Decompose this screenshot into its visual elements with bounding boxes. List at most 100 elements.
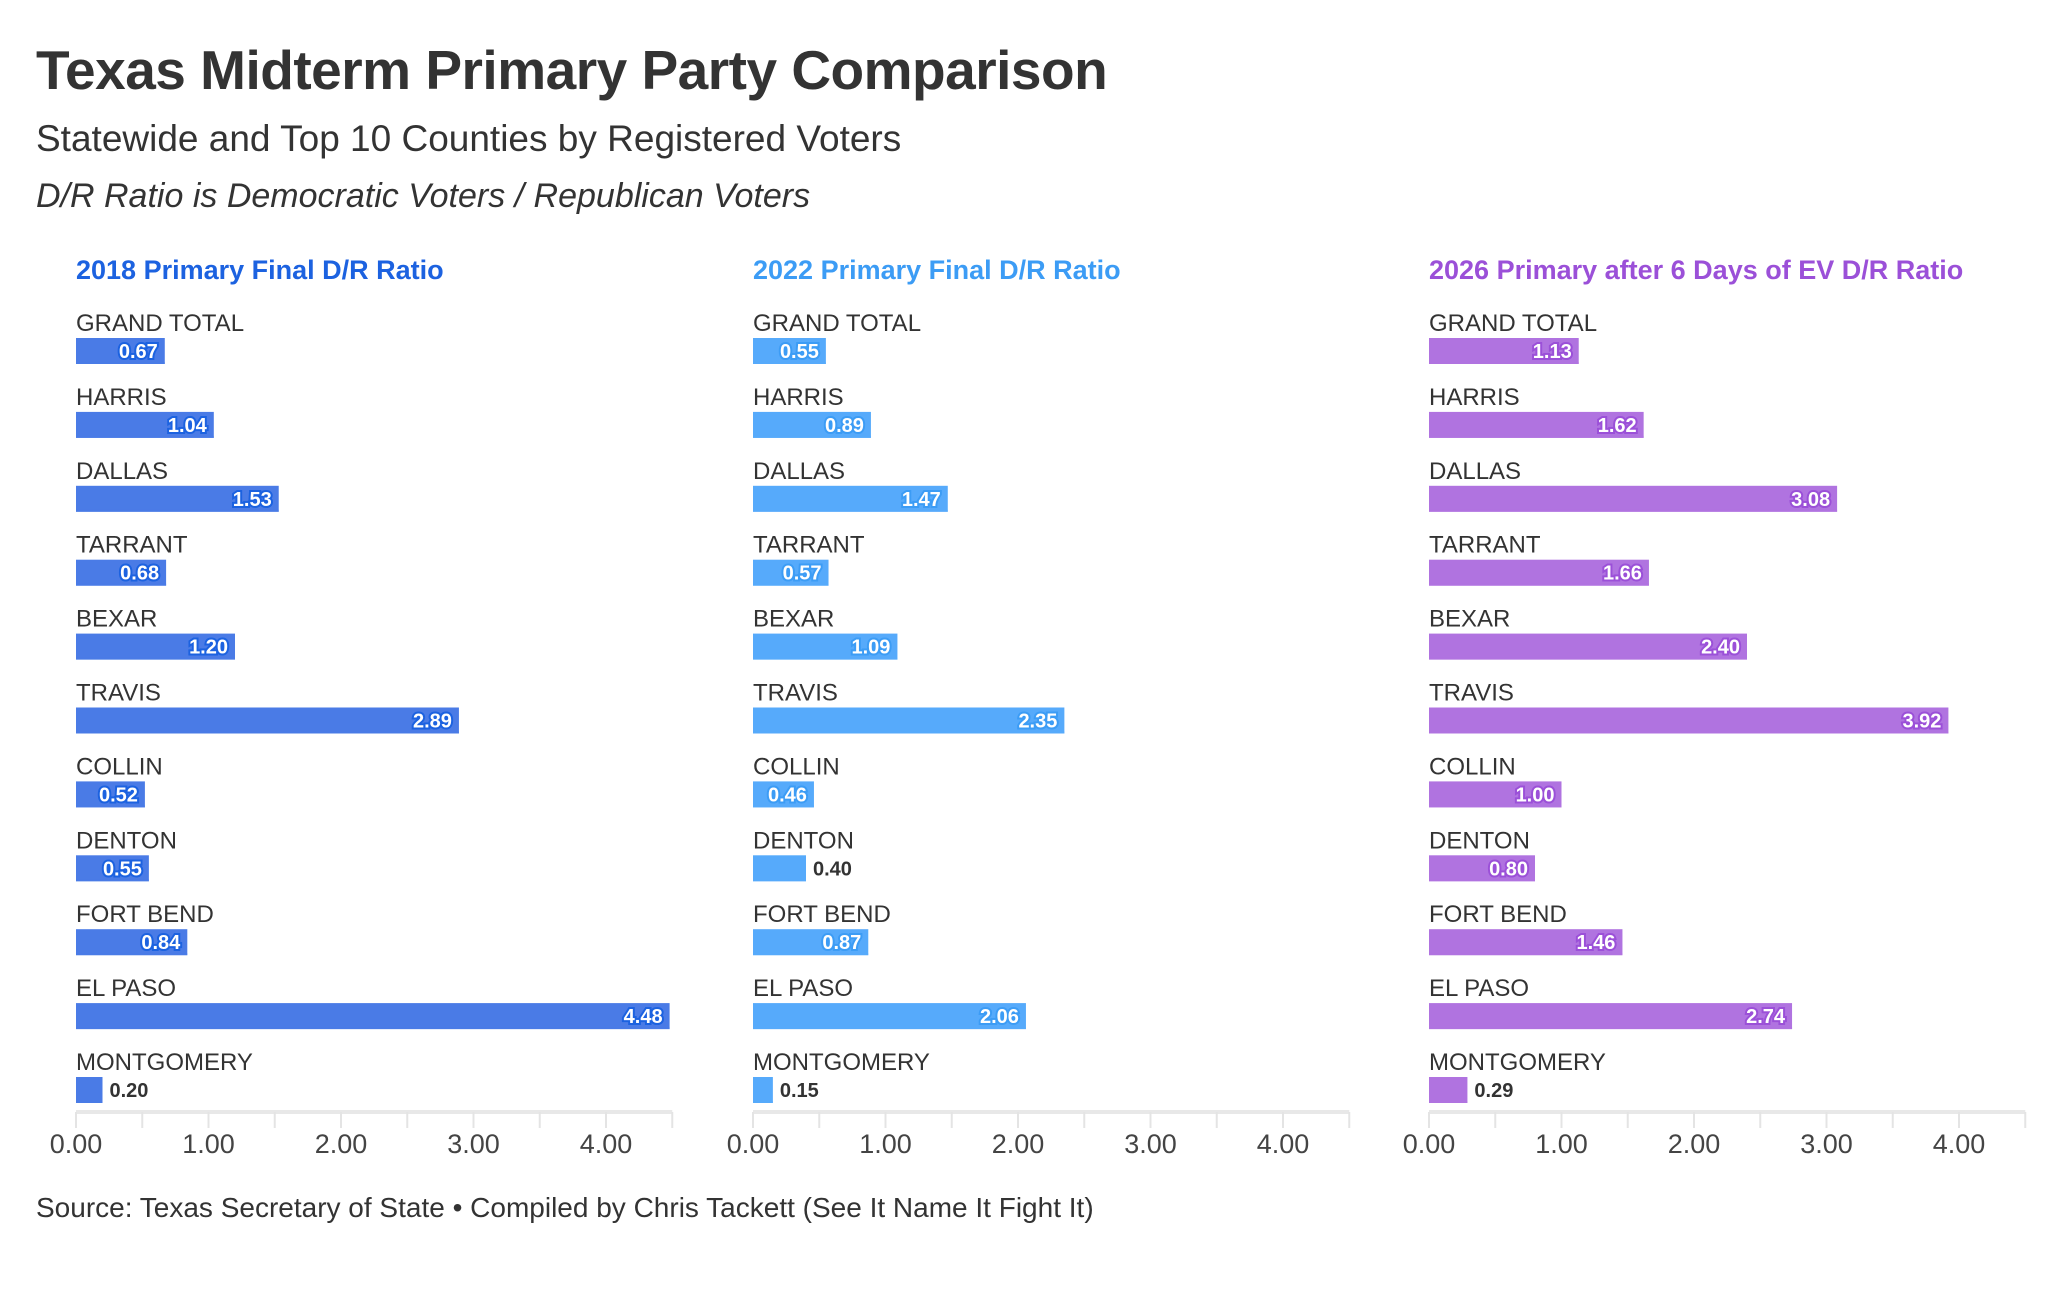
bar-baseline xyxy=(1429,879,1535,882)
x-tick-label: 4.00 xyxy=(580,1129,633,1159)
bar-baseline xyxy=(76,805,145,808)
source-note: Source: Texas Secretary of State • Compi… xyxy=(36,1192,1094,1223)
value-label: 1.09 xyxy=(851,637,890,659)
bar xyxy=(753,485,948,512)
bar-baseline xyxy=(76,583,167,586)
value-label: 2.35 xyxy=(1018,711,1057,733)
category-label: HARRIS xyxy=(753,384,844,411)
bar xyxy=(76,633,235,660)
value-label: 2.40 xyxy=(1701,637,1740,659)
category-label: BEXAR xyxy=(76,606,157,633)
bar xyxy=(1429,855,1535,882)
category-label: DENTON xyxy=(76,827,177,854)
bar xyxy=(1429,411,1644,438)
bar xyxy=(76,485,279,512)
category-label: TRAVIS xyxy=(76,680,161,707)
bar xyxy=(753,707,1065,734)
value-label: 0.55 xyxy=(103,858,142,880)
bar-baseline xyxy=(753,731,1065,734)
value-label: 0.55 xyxy=(780,341,819,363)
category-label: GRAND TOTAL xyxy=(753,310,921,337)
x-tick-label: 4.00 xyxy=(1933,1129,1986,1159)
value-label: 1.62 xyxy=(1598,415,1637,437)
bar xyxy=(76,781,145,808)
bar xyxy=(753,855,806,882)
bar xyxy=(753,1003,1026,1030)
bar xyxy=(1429,485,1838,512)
bar-baseline xyxy=(753,509,948,512)
category-label: GRAND TOTAL xyxy=(1429,310,1597,337)
bar xyxy=(76,855,149,882)
x-tick-label: 1.00 xyxy=(1535,1129,1588,1159)
bar xyxy=(753,929,869,956)
value-label: 0.87 xyxy=(822,932,861,954)
value-label: 1.46 xyxy=(1577,932,1616,954)
category-label: COLLIN xyxy=(1429,753,1516,780)
bar-baseline xyxy=(1429,953,1623,956)
bar xyxy=(1429,781,1562,808)
bar-baseline xyxy=(1429,805,1562,808)
value-label: 1.66 xyxy=(1603,563,1642,585)
bar-baseline xyxy=(1429,362,1579,364)
category-label: HARRIS xyxy=(1429,384,1520,411)
category-label: MONTGOMERY xyxy=(1429,1049,1606,1076)
value-label: 3.08 xyxy=(1791,489,1830,511)
category-label: BEXAR xyxy=(1429,606,1510,633)
chart-note: D/R Ratio is Democratic Voters / Republi… xyxy=(36,177,811,215)
value-label: 1.20 xyxy=(189,637,228,659)
bar xyxy=(1429,559,1649,586)
value-label: 1.04 xyxy=(168,415,208,437)
x-tick-label: 0.00 xyxy=(50,1129,103,1159)
value-label: 0.52 xyxy=(99,784,138,806)
bar-baseline xyxy=(76,879,149,882)
bar-baseline xyxy=(1429,731,1949,734)
bar xyxy=(1429,633,1747,660)
bar xyxy=(76,559,167,586)
x-tick-label: 4.00 xyxy=(1257,1129,1310,1159)
value-label: 0.80 xyxy=(1489,858,1528,880)
category-label: FORT BEND xyxy=(76,901,214,928)
x-tick-label: 1.00 xyxy=(859,1129,912,1159)
category-label: FORT BEND xyxy=(1429,901,1567,928)
bar-baseline xyxy=(753,435,871,438)
bar xyxy=(76,1003,670,1030)
value-label: 0.67 xyxy=(119,341,158,363)
x-tick-label: 3.00 xyxy=(1800,1129,1853,1159)
category-label: EL PASO xyxy=(76,975,176,1002)
value-label: 0.84 xyxy=(141,932,181,954)
bar-baseline xyxy=(753,1027,1026,1030)
bar xyxy=(753,633,898,660)
bar xyxy=(1429,338,1579,364)
category-label: DALLAS xyxy=(1429,458,1521,485)
panel-title: 2026 Primary after 6 Days of EV D/R Rati… xyxy=(1429,255,1963,285)
category-label: DALLAS xyxy=(76,458,168,485)
value-label: 0.57 xyxy=(783,563,822,585)
value-label: 0.29 xyxy=(1474,1080,1513,1102)
value-label: 2.89 xyxy=(413,711,452,733)
category-label: TARRANT xyxy=(76,532,188,559)
bar-baseline xyxy=(753,805,814,808)
category-label: MONTGOMERY xyxy=(753,1049,930,1076)
bar-baseline xyxy=(753,1101,773,1103)
x-tick-label: 3.00 xyxy=(1124,1129,1177,1159)
bar-baseline xyxy=(76,1027,670,1030)
value-label: 0.15 xyxy=(780,1080,819,1102)
value-label: 1.00 xyxy=(1516,784,1555,806)
value-label: 0.40 xyxy=(813,858,852,880)
category-label: COLLIN xyxy=(753,753,840,780)
value-label: 1.47 xyxy=(902,489,941,511)
value-label: 0.89 xyxy=(825,415,864,437)
bar-baseline xyxy=(76,1101,103,1103)
bar xyxy=(753,1077,773,1103)
bar-baseline xyxy=(1429,509,1838,512)
bar xyxy=(76,338,165,364)
x-tick-label: 0.00 xyxy=(727,1129,780,1159)
bar-baseline xyxy=(76,657,235,660)
bar-baseline xyxy=(1429,435,1644,438)
x-tick-label: 2.00 xyxy=(992,1129,1045,1159)
bar xyxy=(76,1077,103,1103)
bar xyxy=(753,338,826,364)
bar xyxy=(753,781,814,808)
bar-baseline xyxy=(1429,1027,1793,1030)
